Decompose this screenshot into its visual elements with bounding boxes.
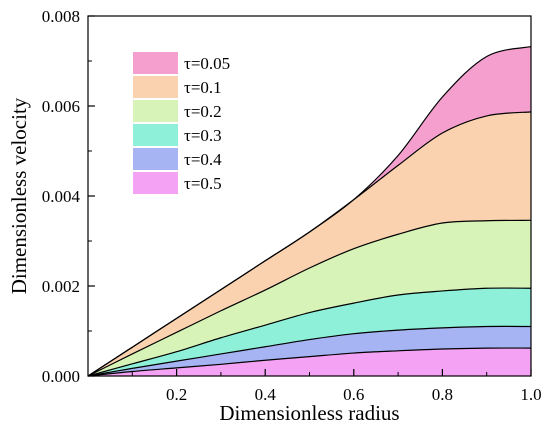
x-tick-label: 0.6 (343, 385, 364, 404)
curve-line-6 (87, 347, 532, 377)
y-tick-label: 0.002 (42, 277, 80, 296)
area-band-4 (88, 288, 531, 376)
legend-swatch-2 (133, 76, 178, 98)
x-tick-label: 1.0 (520, 385, 541, 404)
legend-label-4: τ=0.3 (184, 126, 222, 145)
curve-line-5 (87, 325, 532, 377)
x-tick-label: 0.4 (255, 385, 277, 404)
curve-line-3 (87, 219, 532, 377)
area-band-1 (88, 46, 531, 376)
y-tick-label: 0.008 (42, 7, 80, 26)
legend-label-3: τ=0.2 (184, 102, 222, 121)
curve-line-2 (87, 111, 532, 377)
boundary-curves (87, 46, 532, 377)
area-band-3 (88, 220, 531, 376)
y-axis-title: Dimensionless velocity (7, 97, 31, 294)
legend-swatch-4 (133, 124, 178, 146)
legend-label-6: τ=0.5 (184, 174, 222, 193)
legend-swatch-1 (133, 52, 178, 74)
legend-label-1: τ=0.05 (184, 54, 230, 73)
legend-swatch-3 (133, 100, 178, 122)
y-tick-label: 0.006 (42, 97, 80, 116)
area-band-2 (88, 111, 531, 376)
y-axis-ticks: 0.000 0.002 0.004 0.006 0.008 (42, 7, 95, 386)
legend-label-5: τ=0.4 (184, 150, 222, 169)
x-tick-label: 0.8 (432, 385, 453, 404)
y-tick-label: 0.004 (42, 187, 81, 206)
x-axis-ticks: 0.2 0.4 0.6 0.8 1.0 (131, 369, 542, 404)
legend-swatch-5 (133, 148, 178, 170)
x-tick-label: 0.2 (166, 385, 187, 404)
legend: τ=0.05 τ=0.1 τ=0.2 τ=0.3 τ=0.4 τ=0.5 (133, 52, 230, 194)
x-axis-title: Dimensionless radius (219, 401, 399, 425)
legend-label-2: τ=0.1 (184, 78, 222, 97)
area-band-6 (88, 348, 531, 376)
curve-line-4 (87, 287, 532, 377)
y-tick-label: 0.000 (42, 367, 80, 386)
area-layers (88, 46, 531, 376)
area-band-5 (88, 326, 531, 376)
legend-swatch-6 (133, 172, 178, 194)
